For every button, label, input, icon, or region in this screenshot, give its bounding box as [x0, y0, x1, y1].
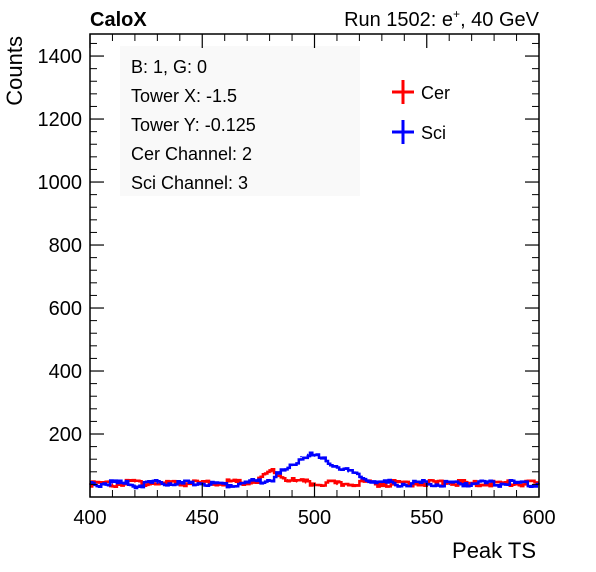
data-point-cer	[381, 482, 383, 485]
experiment-label: CaloX	[90, 9, 147, 31]
x-tick-label: 550	[410, 507, 443, 529]
data-point-sci	[358, 476, 361, 479]
data-point-cer	[304, 482, 307, 484]
data-point-sci	[381, 481, 383, 484]
data-point-sci	[313, 455, 316, 457]
data-point-cer	[111, 483, 114, 486]
data-point-sci	[223, 483, 226, 486]
x-tick-label: 600	[522, 507, 555, 529]
run-label-suffix: , 40 GeV	[460, 9, 540, 31]
data-point-sci	[324, 460, 327, 463]
data-point-sci	[347, 471, 349, 473]
data-point-sci	[336, 466, 338, 468]
data-point-sci	[280, 471, 282, 474]
data-point-sci	[470, 482, 473, 484]
x-tick-label: 500	[298, 507, 331, 529]
series-line-sci	[90, 451, 539, 490]
data-point-cer	[324, 482, 327, 484]
info-line: Cer Channel: 2	[131, 144, 252, 164]
x-tick-label: 450	[186, 507, 219, 529]
info-line: B: 1, G: 0	[131, 57, 207, 77]
data-point-cer	[286, 478, 289, 481]
y-tick-label: 800	[49, 235, 82, 257]
data-point-cer	[264, 473, 266, 476]
data-point-sci	[306, 453, 309, 456]
data-point-sci	[493, 482, 495, 485]
data-point-sci	[257, 480, 260, 483]
legend-label-sci: Sci	[421, 123, 446, 143]
data-point-cer	[134, 481, 136, 483]
legend-marker-cer	[392, 80, 414, 104]
data-point-sci	[403, 482, 406, 485]
data-point-sci	[369, 479, 372, 482]
y-tick-label: 1000	[38, 172, 83, 194]
legend: Cer Sci	[392, 80, 450, 144]
data-point-cer	[336, 483, 338, 486]
info-line: Sci Channel: 3	[131, 173, 248, 193]
data-point-sci	[111, 482, 114, 484]
data-point-sci	[515, 482, 518, 484]
data-point-sci	[156, 482, 159, 484]
data-point-cer	[277, 474, 280, 477]
y-tick-label: 400	[49, 361, 82, 383]
legend-label-cer: Cer	[421, 83, 450, 103]
y-tick-label: 200	[49, 424, 82, 446]
run-label: Run 1502: e+, 40 GeV	[344, 7, 540, 31]
data-point-sci	[134, 484, 136, 486]
info-line: Tower Y: -0.125	[131, 115, 256, 135]
series-layer	[89, 451, 540, 490]
legend-marker-sci	[392, 120, 414, 144]
x-axis-title: Peak TS	[452, 538, 536, 563]
data-point-sci	[268, 478, 271, 481]
info-box: B: 1, G: 0 Tower X: -1.5 Tower Y: -0.125…	[120, 46, 360, 196]
run-label-prefix: Run 1502: e	[344, 9, 453, 31]
data-point-cer	[295, 481, 298, 483]
y-axis-title: Counts	[2, 36, 27, 106]
data-point-sci	[300, 455, 302, 458]
data-point-sci	[179, 482, 181, 485]
y-tick-label: 1200	[38, 109, 83, 131]
data-point-cer	[358, 481, 361, 484]
data-point-cer	[271, 471, 273, 473]
y-tick-label: 600	[49, 298, 82, 320]
data-point-sci	[291, 464, 293, 467]
data-point-sci	[246, 481, 248, 484]
y-tick-label: 1400	[38, 46, 83, 68]
info-line: Tower X: -1.5	[131, 86, 237, 106]
x-tick-label: 400	[73, 507, 106, 529]
axis-layer: 400 450 500 550 600 200 400 600 800 1000 1200 1400	[38, 34, 556, 529]
data-point-sci	[448, 483, 451, 486]
run-label-sup: +	[453, 7, 460, 21]
plot-frame	[89, 33, 540, 498]
info-box-bg	[120, 46, 360, 196]
